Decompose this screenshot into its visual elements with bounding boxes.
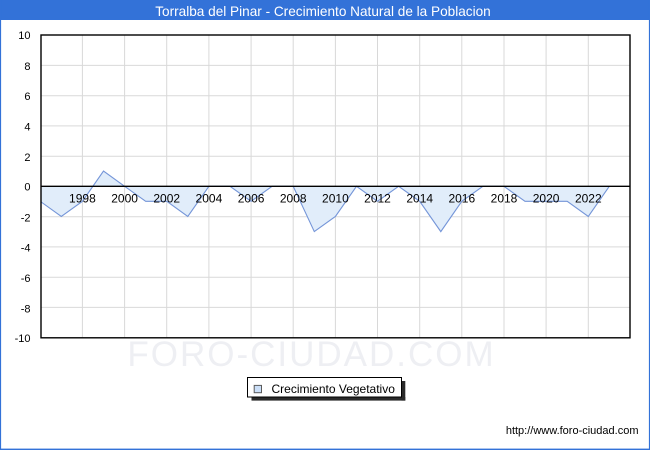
- svg-text:2: 2: [24, 152, 30, 164]
- svg-text:2004: 2004: [196, 192, 223, 206]
- svg-text:2012: 2012: [364, 192, 391, 206]
- svg-text:2000: 2000: [111, 192, 138, 206]
- svg-text:-4: -4: [21, 243, 31, 255]
- svg-text:1998: 1998: [69, 192, 96, 206]
- svg-text:10: 10: [18, 30, 30, 42]
- svg-text:2006: 2006: [238, 192, 265, 206]
- svg-text:2014: 2014: [406, 192, 433, 206]
- svg-text:Crecimiento Vegetativo: Crecimiento Vegetativo: [272, 382, 396, 396]
- svg-text:2002: 2002: [153, 192, 180, 206]
- svg-text:2018: 2018: [491, 192, 518, 206]
- svg-text:Torralba del Pinar - Crecimien: Torralba del Pinar - Crecimiento Natural…: [155, 4, 490, 19]
- svg-text:8: 8: [24, 61, 30, 73]
- svg-text:2008: 2008: [280, 192, 307, 206]
- svg-text:http://www.foro-ciudad.com: http://www.foro-ciudad.com: [506, 425, 639, 437]
- svg-text:-2: -2: [21, 212, 31, 224]
- svg-text:2010: 2010: [322, 192, 349, 206]
- svg-text:2020: 2020: [533, 192, 560, 206]
- svg-text:6: 6: [24, 91, 30, 103]
- svg-text:-8: -8: [21, 303, 31, 315]
- svg-text:-6: -6: [21, 273, 31, 285]
- svg-text:0: 0: [24, 181, 30, 193]
- svg-text:4: 4: [24, 122, 30, 134]
- svg-text:FORO-CIUDAD.COM: FORO-CIUDAD.COM: [127, 335, 495, 374]
- svg-text:2016: 2016: [448, 192, 475, 206]
- svg-text:-10: -10: [15, 333, 31, 345]
- svg-text:2022: 2022: [575, 192, 602, 206]
